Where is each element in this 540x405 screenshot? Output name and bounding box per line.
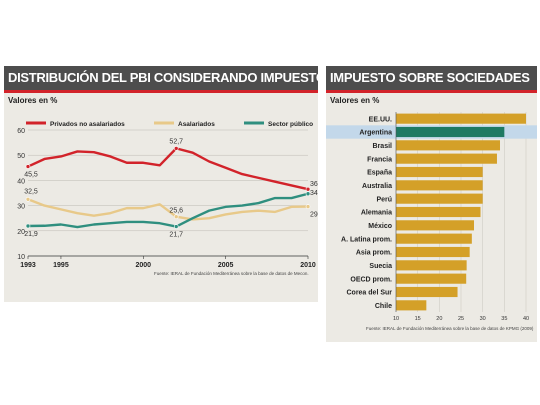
category-label: OECD prom. xyxy=(350,276,392,283)
bar xyxy=(396,180,483,191)
pbi-distribution-panel: DISTRIBUCIÓN DEL PBI CONSIDERANDO IMPUES… xyxy=(4,66,318,302)
bar xyxy=(396,300,427,311)
legend-label: Asalariados xyxy=(178,121,215,128)
category-label: Perú xyxy=(376,196,392,203)
data-point xyxy=(25,223,31,229)
data-label: 32,5 xyxy=(24,188,38,195)
data-point xyxy=(305,186,311,192)
bar xyxy=(396,166,483,178)
bar xyxy=(396,193,483,204)
line-chart: 10 20 30 40 50 60 1993 1995 2000 2005 2010 Privados… xyxy=(17,121,318,269)
x-tick-label: 40 xyxy=(523,316,529,322)
x-tick-label: 25 xyxy=(458,316,464,322)
header-accent-bar xyxy=(4,90,318,93)
category-label: EE.UU. xyxy=(369,116,392,123)
x-tick-label: 30 xyxy=(480,316,486,322)
bar xyxy=(396,233,472,244)
bar-chart-title: IMPUESTO SOBRE SOCIEDADES xyxy=(326,66,537,90)
bar xyxy=(396,140,500,151)
data-label: 21,9 xyxy=(24,231,38,238)
category-label: Argentina xyxy=(359,130,392,137)
category-label: A. Latina prom. xyxy=(341,236,392,243)
data-point xyxy=(173,146,179,151)
data-label: 25,6 xyxy=(169,208,183,215)
data-label: 21,7 xyxy=(169,232,183,239)
category-label: España xyxy=(367,170,392,177)
category-label: México xyxy=(368,223,392,230)
data-point xyxy=(25,164,31,169)
x-tick-label: 20 xyxy=(436,316,442,322)
x-tick-label: 2010 xyxy=(300,262,316,269)
category-label: Chile xyxy=(375,303,392,310)
category-label: Francia xyxy=(367,156,392,163)
series-line xyxy=(27,147,309,191)
x-tick-label: 15 xyxy=(415,316,421,322)
y-tick-label: 10 xyxy=(17,254,25,261)
category-label: Asia prom. xyxy=(356,250,392,257)
bar xyxy=(396,273,467,284)
data-point xyxy=(25,197,31,202)
bar xyxy=(396,286,458,298)
line-chart-source: Fuente: IERAL de Fundación Mediterránea … xyxy=(154,271,309,276)
bar xyxy=(396,206,481,218)
series-line xyxy=(27,198,309,221)
y-tick-label: 20 xyxy=(17,229,25,236)
bar xyxy=(396,260,467,271)
header-accent-bar xyxy=(326,90,537,93)
y-tick-label: 30 xyxy=(17,204,25,211)
data-point xyxy=(173,224,179,229)
bar xyxy=(396,220,474,231)
x-tick-label: 1995 xyxy=(53,262,69,269)
y-tick-label: 40 xyxy=(17,178,25,185)
x-tick-label: 1993 xyxy=(20,262,36,269)
bar-chart-source: Fuente: IERAL de Fundación Mediterránea … xyxy=(366,326,534,331)
x-tick-label: 10 xyxy=(393,316,399,322)
category-label: Corea del Sur xyxy=(346,290,392,297)
x-tick-label: 2000 xyxy=(136,262,152,269)
bar xyxy=(396,153,497,164)
bar-chart-unit-label: Valores en % xyxy=(330,96,380,105)
data-point xyxy=(305,204,311,209)
bar-chart: 10 15 20 25 30 35 40 EE.UU. Argentina Brasil Franc… xyxy=(326,112,537,322)
category-label: Brasil xyxy=(373,143,393,150)
bar xyxy=(396,246,470,258)
data-point xyxy=(173,214,179,219)
data-label: 34,7 xyxy=(310,190,318,197)
bar xyxy=(396,126,505,138)
data-label: 45,5 xyxy=(24,172,38,179)
bar xyxy=(396,113,526,124)
y-tick-label: 60 xyxy=(17,128,25,135)
data-point xyxy=(305,191,311,197)
corporate-tax-panel: IMPUESTO SOBRE SOCIEDADES Valores en % 1… xyxy=(326,66,537,342)
x-tick-label: 2005 xyxy=(218,262,234,269)
y-tick-label: 50 xyxy=(17,153,25,160)
legend-label: Sector público xyxy=(268,121,313,128)
legend-label: Privados no asalariados xyxy=(50,121,125,128)
data-label: 29,6 xyxy=(310,212,318,219)
category-label: Alemania xyxy=(361,210,392,217)
data-label: 52,7 xyxy=(169,138,183,145)
line-chart-unit-label: Valores en % xyxy=(8,96,58,105)
data-label: 36,5 xyxy=(310,181,318,188)
line-chart-title: DISTRIBUCIÓN DEL PBI CONSIDERANDO IMPUES… xyxy=(4,66,318,90)
series-line xyxy=(27,192,309,229)
category-label: Suecia xyxy=(369,263,392,270)
category-label: Australia xyxy=(362,183,392,190)
x-tick-label: 35 xyxy=(501,316,507,322)
